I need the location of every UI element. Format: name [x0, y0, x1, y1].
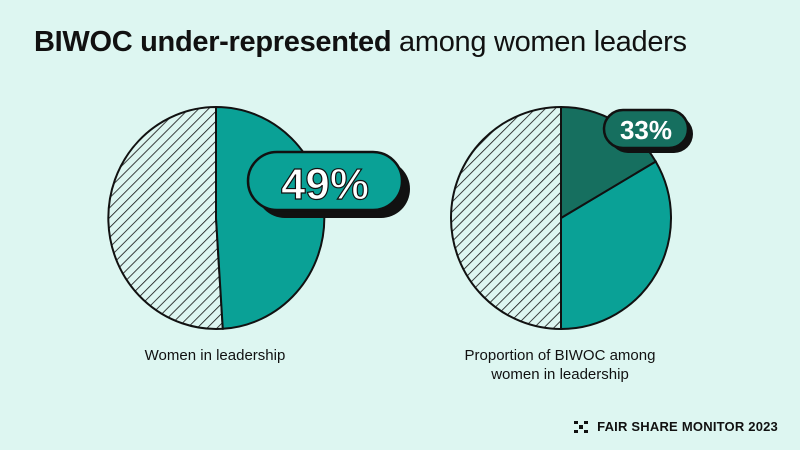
footer-brand: FAIR SHARE MONITOR 2023	[573, 419, 778, 434]
pie1-value-badge: 49%	[246, 150, 410, 218]
title-rest: among women leaders	[399, 26, 687, 58]
footer-monitor: MONITOR 2023	[681, 419, 778, 434]
footer-fair-share: FAIR SHARE	[597, 419, 678, 434]
pie2-caption-line1: Proportion of BIWOC among	[464, 347, 656, 364]
pie2-value-badge: 33%	[602, 108, 693, 153]
pie1-value-label: 49%	[281, 160, 369, 209]
chart-title: BIWOC under-represented among women lead…	[34, 26, 687, 59]
pie2-caption-line2: women in leadership	[491, 366, 629, 383]
pie1-caption: Women in leadership	[144, 347, 286, 364]
fair-share-logo-icon	[574, 420, 589, 433]
title-bold: BIWOC under-represented	[34, 26, 392, 58]
pie2-slice-other	[450, 105, 562, 331]
pie1-slice-other	[107, 105, 224, 330]
pie2-caption: Proportion of BIWOC among women in leade…	[440, 346, 680, 384]
pie-chart-biwoc	[450, 105, 673, 331]
pie2-slice-women-non-biwoc	[560, 160, 673, 331]
pie2-value-label: 33%	[620, 115, 672, 145]
